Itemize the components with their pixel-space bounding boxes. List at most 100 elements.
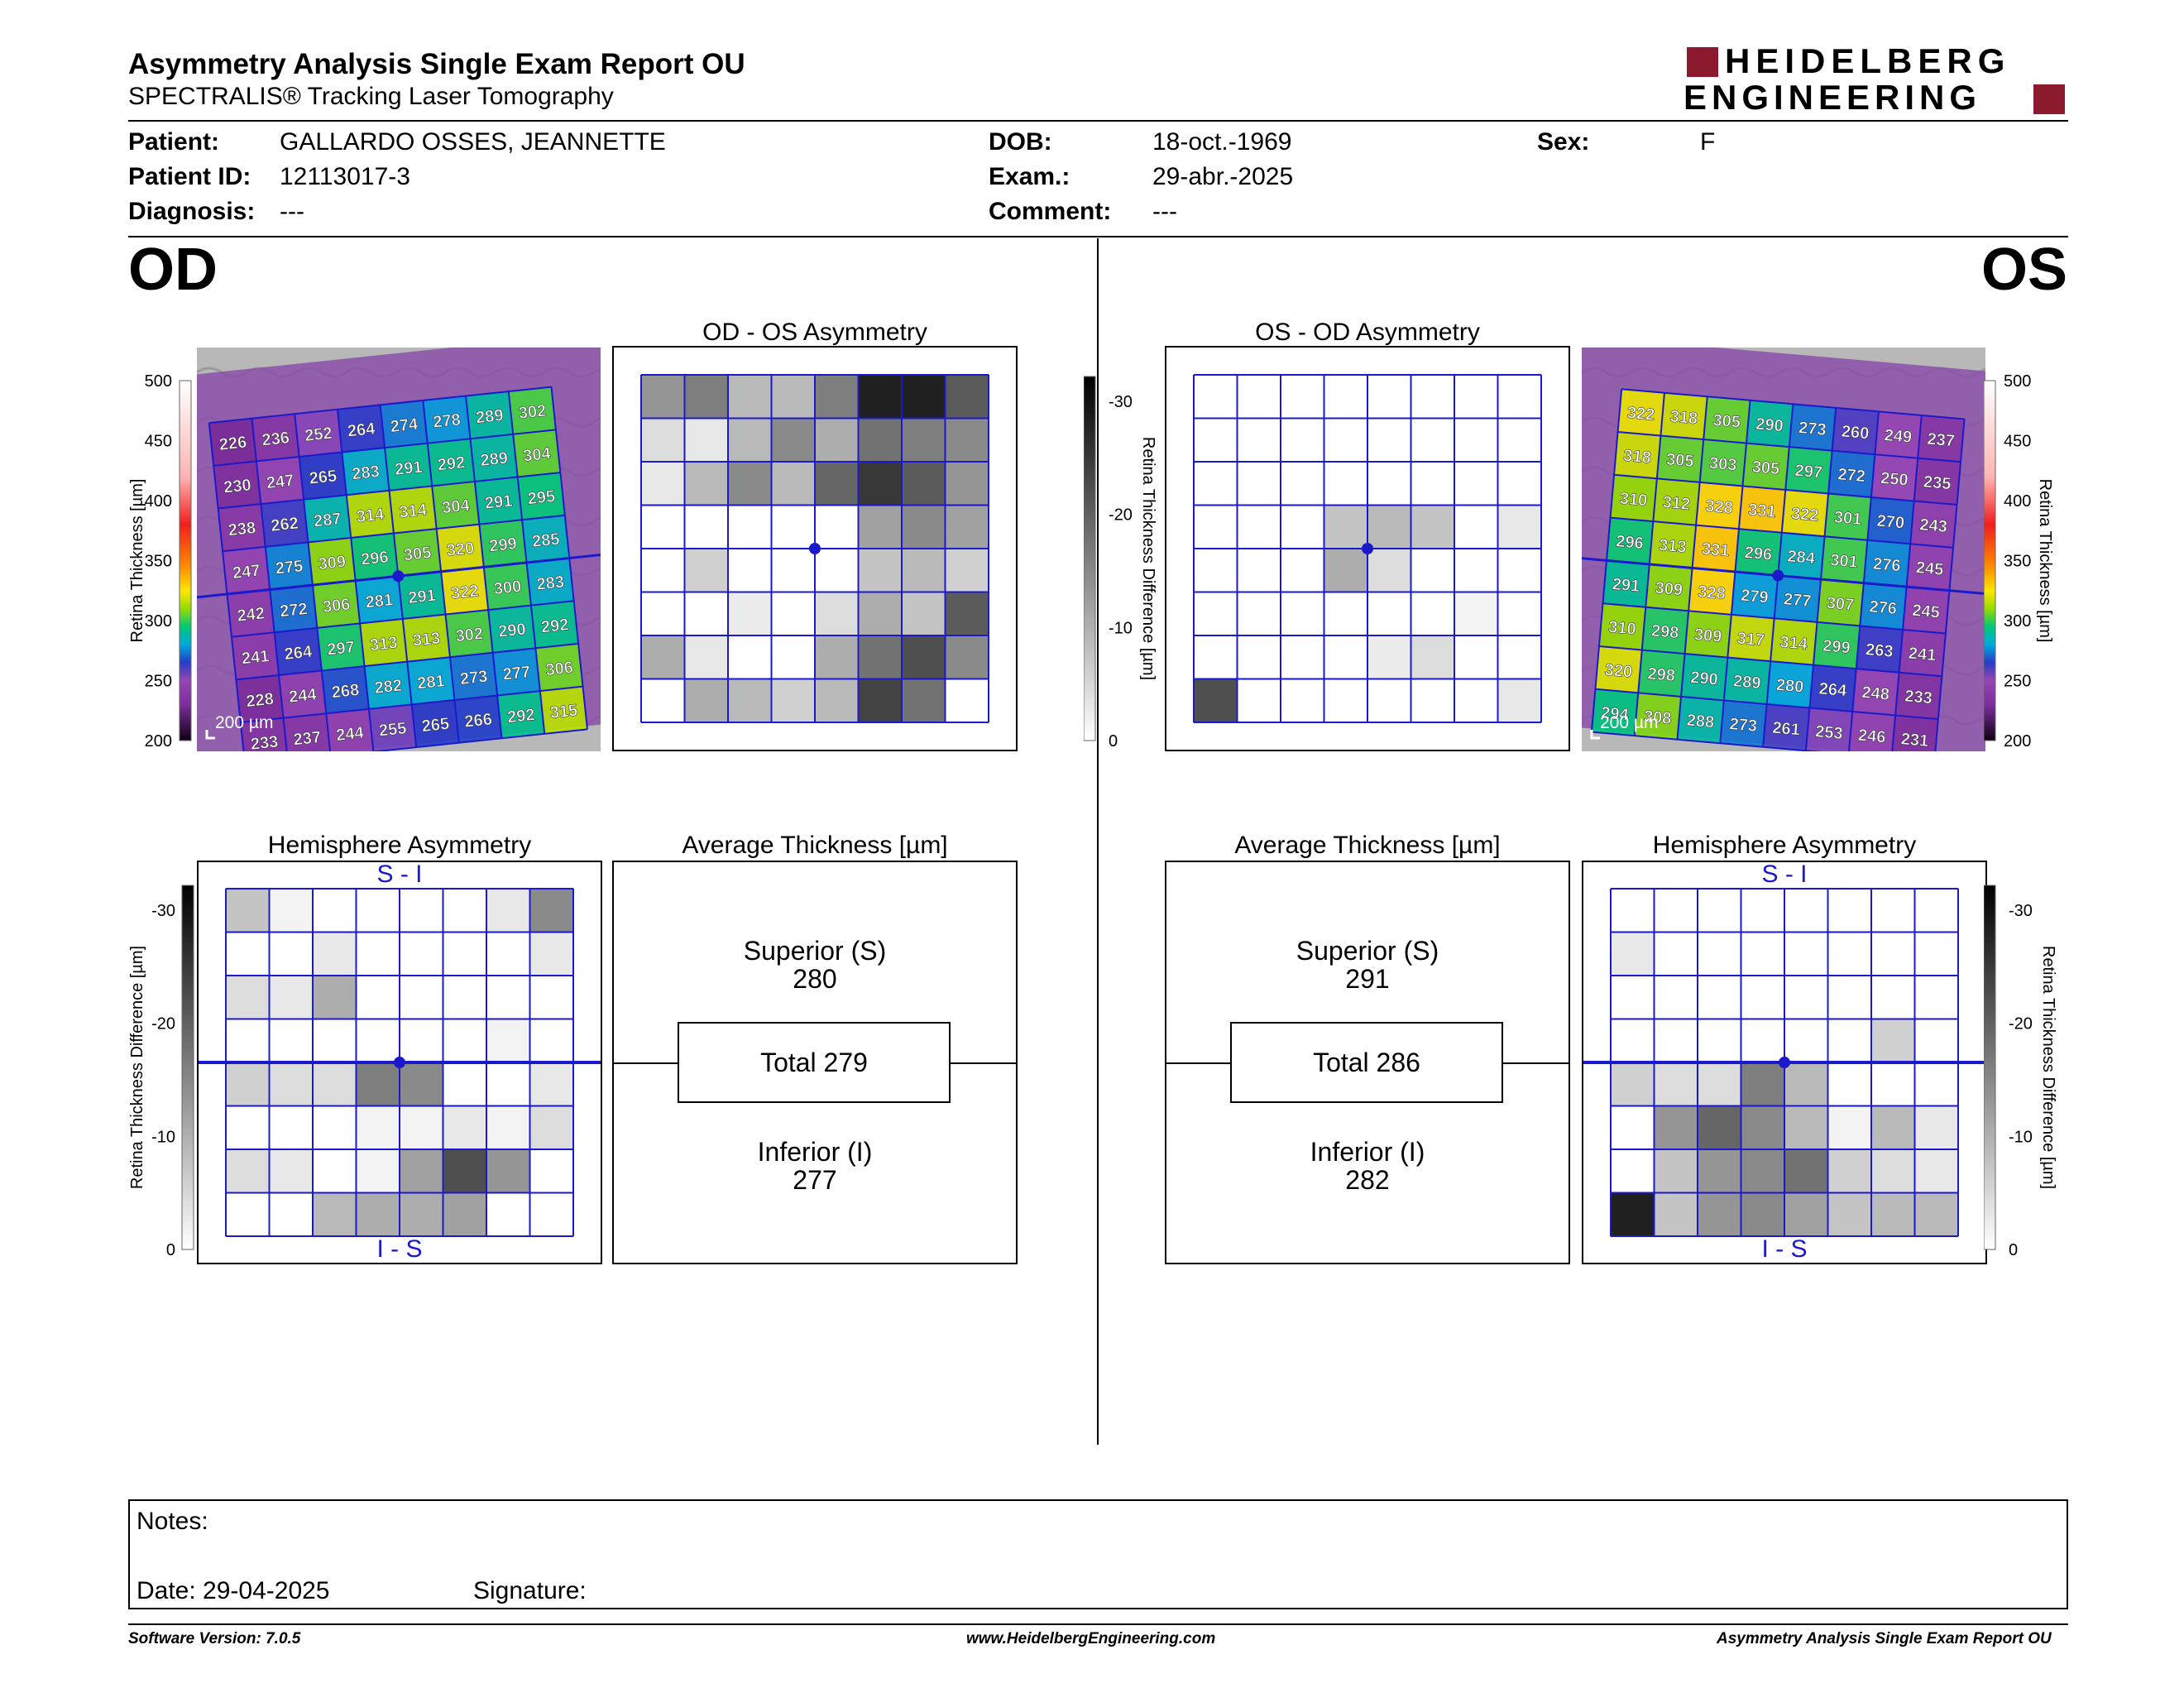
os-asym-cell <box>1237 505 1281 549</box>
os-asym-cell <box>1454 592 1498 635</box>
os-thickness-tick: 350 <box>2004 553 2031 571</box>
od-map-cell <box>380 400 428 448</box>
os-map-cell <box>1778 532 1825 580</box>
od-map-cell <box>393 529 442 577</box>
os-hemi-cell <box>1741 1105 1784 1149</box>
os-asym-cell <box>1324 592 1367 635</box>
os-map-cell <box>1852 669 1899 716</box>
os-map-cell <box>1738 486 1786 533</box>
os-map-cell <box>1723 657 1771 704</box>
od-asym-cell <box>815 462 859 506</box>
os-asym-panel <box>1165 346 1570 751</box>
os-map-cell <box>1649 521 1697 568</box>
od-asym-cell <box>641 462 685 506</box>
od-map-value: 320 <box>446 539 475 560</box>
os-map-gridline <box>1591 731 1935 751</box>
od-hemi-cell <box>443 1192 486 1236</box>
od-thickness-map-svg: 226 236 252 264 274 278 289 302 230 247 265 283 291 2… <box>197 348 601 751</box>
od-map-value: 313 <box>412 629 441 650</box>
od-map-value: 283 <box>536 573 565 593</box>
os-map-value: 231 <box>1900 730 1929 750</box>
od-map-value: 289 <box>480 449 509 470</box>
od-asym-cell <box>902 549 946 592</box>
os-hemi-cell <box>1654 1019 1698 1062</box>
os-map-cell <box>1656 435 1704 482</box>
os-map-cell <box>1607 517 1654 564</box>
od-asym-cell <box>945 679 989 722</box>
os-hemi-center-dot <box>1779 1057 1790 1068</box>
os-map-cell <box>1906 544 1953 591</box>
os-map-value: 305 <box>1665 450 1694 471</box>
od-asym-title: OD - OS Asymmetry <box>702 319 927 346</box>
os-map-cell <box>1789 404 1837 451</box>
os-asym-cell <box>1410 679 1454 722</box>
os-map-cell <box>1875 411 1922 458</box>
os-map-value: 318 <box>1622 447 1651 468</box>
os-map-value: 322 <box>1626 404 1655 424</box>
os-thickness-tick: 450 <box>2004 433 2031 451</box>
od-map-cell <box>312 580 361 628</box>
os-hemi-cell <box>1698 1019 1741 1062</box>
date-label: Date: 29-04-2025 <box>136 1577 330 1604</box>
od-superior-value: 280 <box>793 964 837 994</box>
od-hemi-diff-title: Retina Thickness Difference [µm] <box>128 946 146 1189</box>
od-asym-cell <box>771 505 815 549</box>
od-map-cell <box>308 537 356 586</box>
os-map-value: 261 <box>1772 719 1801 740</box>
os-hemi-cell <box>1654 1149 1698 1193</box>
notes-label: Notes: <box>136 1508 208 1535</box>
od-asym-cell <box>684 505 728 549</box>
od-map-value: 302 <box>518 402 547 423</box>
od-asym-cell <box>858 679 902 722</box>
od-inferior-value: 277 <box>793 1165 837 1195</box>
od-asym-cell <box>815 592 859 635</box>
od-map-cell <box>208 418 256 466</box>
notes-box[interactable]: Notes: Date: 29-04-2025 Signature: <box>128 1499 2068 1609</box>
od-map-value: 287 <box>313 510 342 530</box>
os-asym-cell <box>1497 505 1541 549</box>
os-map-value: 245 <box>1912 602 1941 622</box>
os-hemi-cell <box>1914 932 1958 976</box>
os-map-value: 297 <box>1794 462 1823 482</box>
os-asym-cell <box>1237 635 1281 679</box>
od-map-value: 262 <box>270 515 299 535</box>
center-divider <box>1097 238 1099 1445</box>
od-hemi-diff-gradient <box>181 885 194 1250</box>
od-map-value: 291 <box>484 492 513 512</box>
od-hemi-diff-tick: -10 <box>151 1128 175 1146</box>
os-hemi-diff-tick: -20 <box>2009 1015 2033 1033</box>
comment-value: --- <box>1152 198 1177 225</box>
os-hemi-cell <box>1784 1105 1828 1149</box>
od-asym-cell <box>902 679 946 722</box>
os-map-value: 248 <box>1861 683 1890 704</box>
os-hemi-cell <box>1914 1149 1958 1193</box>
os-avg-title: Average Thickness [µm] <box>1234 832 1501 859</box>
od-map-cell <box>513 429 561 477</box>
od-asym-cell <box>902 592 946 635</box>
signature-label: Signature: <box>473 1577 587 1604</box>
od-asym-cell <box>771 592 815 635</box>
od-map-value: 304 <box>522 444 552 465</box>
os-map-value: 243 <box>1919 516 1948 536</box>
od-asym-cell <box>771 375 815 419</box>
os-map-cell <box>1860 583 1907 630</box>
os-hemi-cell <box>1871 1019 1915 1062</box>
od-map-gridline <box>231 600 574 638</box>
os-map-value: 310 <box>1607 618 1636 639</box>
os-map-cell <box>1918 415 1965 463</box>
os-map-value: 279 <box>1740 587 1769 607</box>
os-inferior-label: Inferior (I) <box>1310 1137 1425 1167</box>
od-map-value: 289 <box>475 406 504 427</box>
os-map-value: 305 <box>1712 411 1741 432</box>
website-link[interactable]: www.HeidelbergEngineering.com <box>966 1630 1216 1647</box>
os-thickness-tick: 300 <box>2004 612 2031 631</box>
patient-name: GALLARDO OSSES, JEANNETTE <box>280 128 666 156</box>
od-asym-cell <box>728 462 772 506</box>
od-hemi-cell <box>313 1105 357 1149</box>
os-asym-cell <box>1367 549 1411 592</box>
os-map-cell <box>1903 587 1950 634</box>
os-hemi-cell <box>1784 1019 1828 1062</box>
os-map-cell <box>1763 703 1810 751</box>
od-scale-corner <box>205 730 215 740</box>
dob-value: 18-oct.-1969 <box>1152 128 1292 156</box>
